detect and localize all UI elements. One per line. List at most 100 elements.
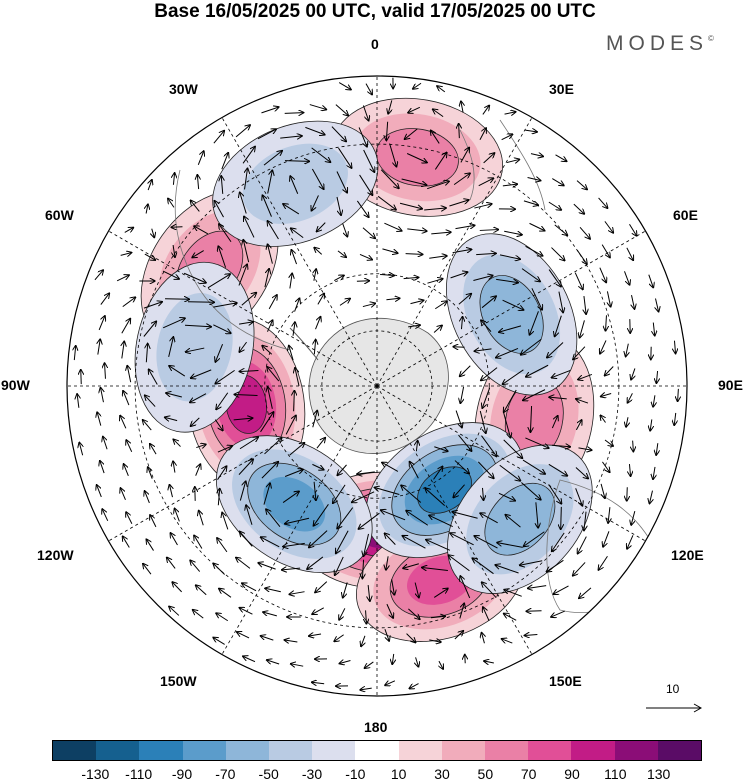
- wind-arrow: [431, 232, 450, 234]
- wind-arrow: [455, 225, 474, 228]
- wind-arrow: [309, 104, 326, 110]
- wind-arrow: [388, 100, 392, 113]
- wind-arrow: [294, 391, 295, 412]
- wind-arrow: [146, 204, 148, 214]
- wind-arrow: [521, 482, 540, 499]
- wind-arrow: [407, 229, 426, 231]
- wind-arrow: [461, 317, 462, 330]
- wind-arrow: [579, 587, 592, 598]
- wind-arrow: [478, 178, 494, 187]
- meridian-line: [376, 117, 533, 387]
- wind-arrow: [525, 245, 543, 255]
- wind-arrow: [94, 270, 103, 281]
- wind-arrow: [389, 143, 397, 166]
- wind-arrow: [194, 226, 209, 235]
- wind-arrow: [343, 582, 348, 597]
- wind-arrow: [219, 589, 232, 598]
- wind-arrow: [282, 491, 299, 503]
- wind-arrow: [414, 582, 419, 598]
- reference-vector: 10: [640, 682, 706, 722]
- wind-arrow: [175, 509, 180, 522]
- wind-arrow: [599, 555, 608, 570]
- wind-arrow: [600, 415, 606, 423]
- brand-logo: MODES©: [606, 32, 714, 56]
- wind-arrow: [433, 109, 444, 118]
- meridian-line: [376, 385, 533, 655]
- wind-arrow: [629, 463, 630, 476]
- wind-arrow: [573, 203, 584, 214]
- wind-arrow: [674, 340, 675, 354]
- wind-arrow: [97, 485, 102, 498]
- colorbar-swatch: [398, 741, 442, 760]
- wind-arrow: [410, 462, 419, 479]
- wind-arrow: [551, 445, 570, 447]
- wind-arrow: [548, 269, 561, 287]
- wind-arrow: [368, 585, 370, 601]
- wind-arrow: [294, 298, 300, 312]
- wind-arrow: [362, 303, 375, 306]
- wind-arrow: [122, 297, 136, 308]
- wind-arrow: [497, 543, 523, 548]
- lon-label-150w: 150W: [160, 673, 197, 689]
- wind-arrow: [289, 346, 294, 361]
- meridian-line: [108, 230, 378, 387]
- wind-arrow: [267, 320, 272, 332]
- colorbar-tick-label: -90: [171, 766, 193, 782]
- wind-arrow: [167, 558, 176, 569]
- wind-arrow: [382, 463, 399, 472]
- arrow-right-icon: [646, 703, 703, 713]
- wind-arrow: [386, 298, 399, 299]
- wind-arrow: [194, 536, 203, 549]
- wind-arrow: [504, 112, 516, 114]
- negative-anomaly-130e-contour: [484, 482, 556, 556]
- wind-arrow: [334, 275, 343, 281]
- wind-arrow: [474, 204, 491, 209]
- colorbar-tick-label: 10: [390, 766, 407, 782]
- wind-arrow: [291, 228, 304, 239]
- wind-arrow: [143, 321, 156, 337]
- wind-arrow: [476, 253, 496, 254]
- wind-arrow: [452, 249, 472, 252]
- wind-arrow: [81, 370, 82, 385]
- wind-arrow: [523, 200, 538, 205]
- wind-arrow: [450, 533, 474, 546]
- wind-arrow: [552, 178, 563, 186]
- wind-arrow: [604, 221, 613, 232]
- wind-arrow: [480, 513, 498, 524]
- wind-arrow: [449, 555, 470, 572]
- wind-arrow: [506, 515, 521, 528]
- wind-arrow: [561, 506, 562, 529]
- wind-arrow: [504, 590, 522, 597]
- wind-arrow: [267, 170, 273, 194]
- wind-arrow: [243, 656, 256, 663]
- wind-arrow: [439, 660, 443, 669]
- wind-arrow: [650, 490, 653, 504]
- lon-label-90w: 90W: [1, 377, 30, 393]
- wind-arrow: [575, 467, 588, 479]
- wind-arrow: [168, 199, 175, 208]
- wind-arrow: [506, 159, 520, 162]
- wind-arrow: [285, 416, 296, 435]
- wind-arrow: [416, 657, 419, 666]
- wind-arrow: [145, 491, 150, 504]
- wind-arrow: [213, 638, 225, 645]
- wind-arrow: [473, 276, 492, 281]
- wind-arrow: [365, 661, 374, 668]
- wind-arrow: [606, 315, 607, 330]
- colorbar-tick-label: 130: [646, 766, 671, 782]
- wind-arrow: [375, 488, 400, 495]
- wind-arrow: [307, 556, 324, 569]
- wind-arrow: [242, 583, 257, 592]
- wind-arrow: [431, 131, 440, 144]
- wind-arrow: [408, 106, 421, 112]
- wind-arrow: [312, 195, 319, 210]
- wind-arrow: [246, 505, 253, 525]
- wind-arrow: [429, 256, 447, 258]
- wind-arrow: [333, 484, 346, 503]
- wind-arrow: [629, 224, 636, 235]
- wind-arrow: [437, 86, 446, 93]
- wind-arrow: [450, 272, 468, 279]
- wind-arrow: [263, 195, 272, 217]
- wind-arrow: [214, 419, 222, 431]
- wind-arrow: [531, 288, 542, 309]
